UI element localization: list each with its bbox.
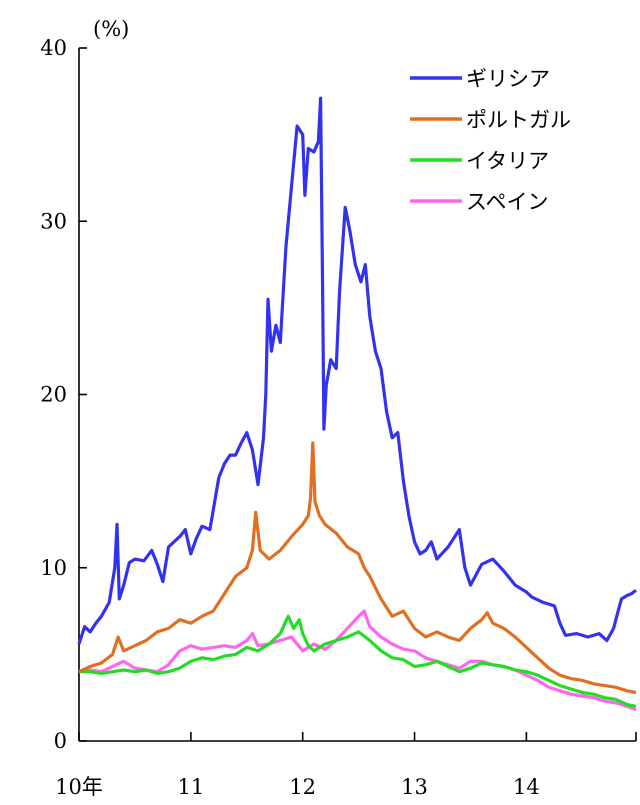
legend-label: イタリア — [466, 149, 549, 173]
x-tick-label: 13 — [401, 775, 428, 799]
series-line-2 — [78, 441, 637, 695]
series-line-4 — [78, 609, 637, 712]
x-tick-label: 10年 — [55, 775, 103, 799]
x-tick-label: 14 — [513, 775, 540, 799]
x-tick-label: 12 — [289, 775, 316, 799]
x-tick-label: 11 — [177, 775, 204, 799]
y-axis-unit-label: (%) — [93, 17, 129, 41]
series-line-1 — [77, 96, 637, 645]
series-lines — [77, 96, 637, 712]
axes: 0 10 20 30 40 10年 11 12 13 14 — [40, 36, 637, 799]
series-line-3 — [79, 614, 637, 708]
y-tick-label: 40 — [40, 36, 67, 60]
y-tick-label: 30 — [40, 209, 67, 233]
y-tick-label: 0 — [54, 729, 67, 753]
legend-label: ポルトガル — [466, 108, 571, 132]
y-tick-label: 10 — [40, 556, 67, 580]
legend-label: スペイン — [466, 190, 549, 214]
legend-label: ギリシア — [466, 67, 550, 91]
y-tick-label: 20 — [40, 383, 67, 407]
